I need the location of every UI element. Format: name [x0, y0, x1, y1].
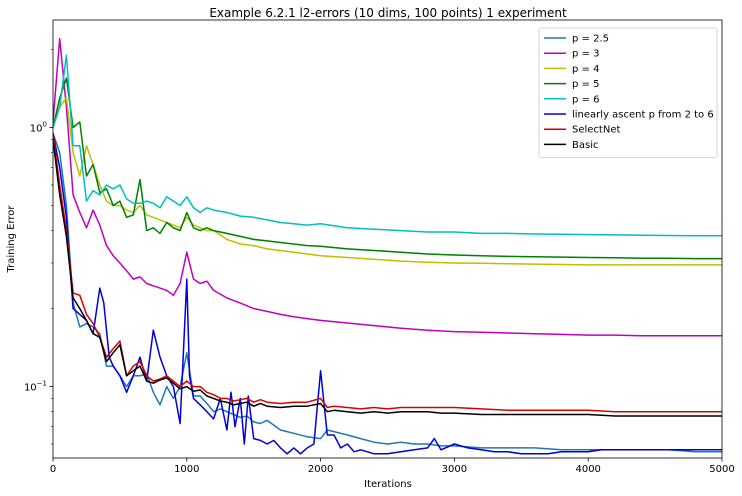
legend-label: p = 6	[572, 94, 599, 105]
y-axis-label: Training Error	[6, 205, 17, 274]
plot-frame	[52, 19, 723, 459]
axes-layer: 0 1000 2000 3000 4000 5000 100 10−1	[24, 19, 735, 475]
y-tick-label: 100	[30, 121, 47, 135]
series-line-2	[53, 97, 722, 266]
legend-label: p = 4	[572, 64, 599, 75]
x-tick-label: 1000	[174, 464, 199, 475]
chart-title: Example 6.2.1 l2-errors (10 dims, 100 po…	[209, 6, 567, 20]
legend: p = 2.5 p = 3 p = 4 p = 5 p = 6 linearly asce…	[538, 27, 718, 159]
series-layer	[53, 38, 722, 455]
series-line-3	[53, 77, 722, 260]
series-line-5	[53, 133, 722, 455]
y-tick-label: 10−1	[24, 380, 47, 394]
series-line-6	[53, 133, 722, 413]
x-tick-label: 0	[50, 464, 56, 475]
series-line-1	[53, 38, 722, 337]
legend-label: SelectNet	[572, 125, 620, 136]
x-tick-label: 4000	[575, 464, 600, 475]
x-tick-label: 3000	[442, 464, 467, 475]
series-line-4	[53, 54, 722, 237]
x-tick-label: 5000	[709, 464, 734, 475]
legend-box	[538, 27, 718, 159]
legend-label: linearly ascent p from 2 to 6	[572, 110, 714, 121]
legend-label: Basic	[572, 140, 598, 151]
series-line-7	[53, 139, 722, 417]
x-axis-label: Iterations	[364, 479, 412, 490]
x-tick-label: 2000	[308, 464, 333, 475]
legend-label: p = 2.5	[572, 34, 609, 45]
series-line-0	[53, 133, 722, 453]
legend-label: p = 5	[572, 79, 599, 90]
legend-label: p = 3	[572, 49, 599, 60]
